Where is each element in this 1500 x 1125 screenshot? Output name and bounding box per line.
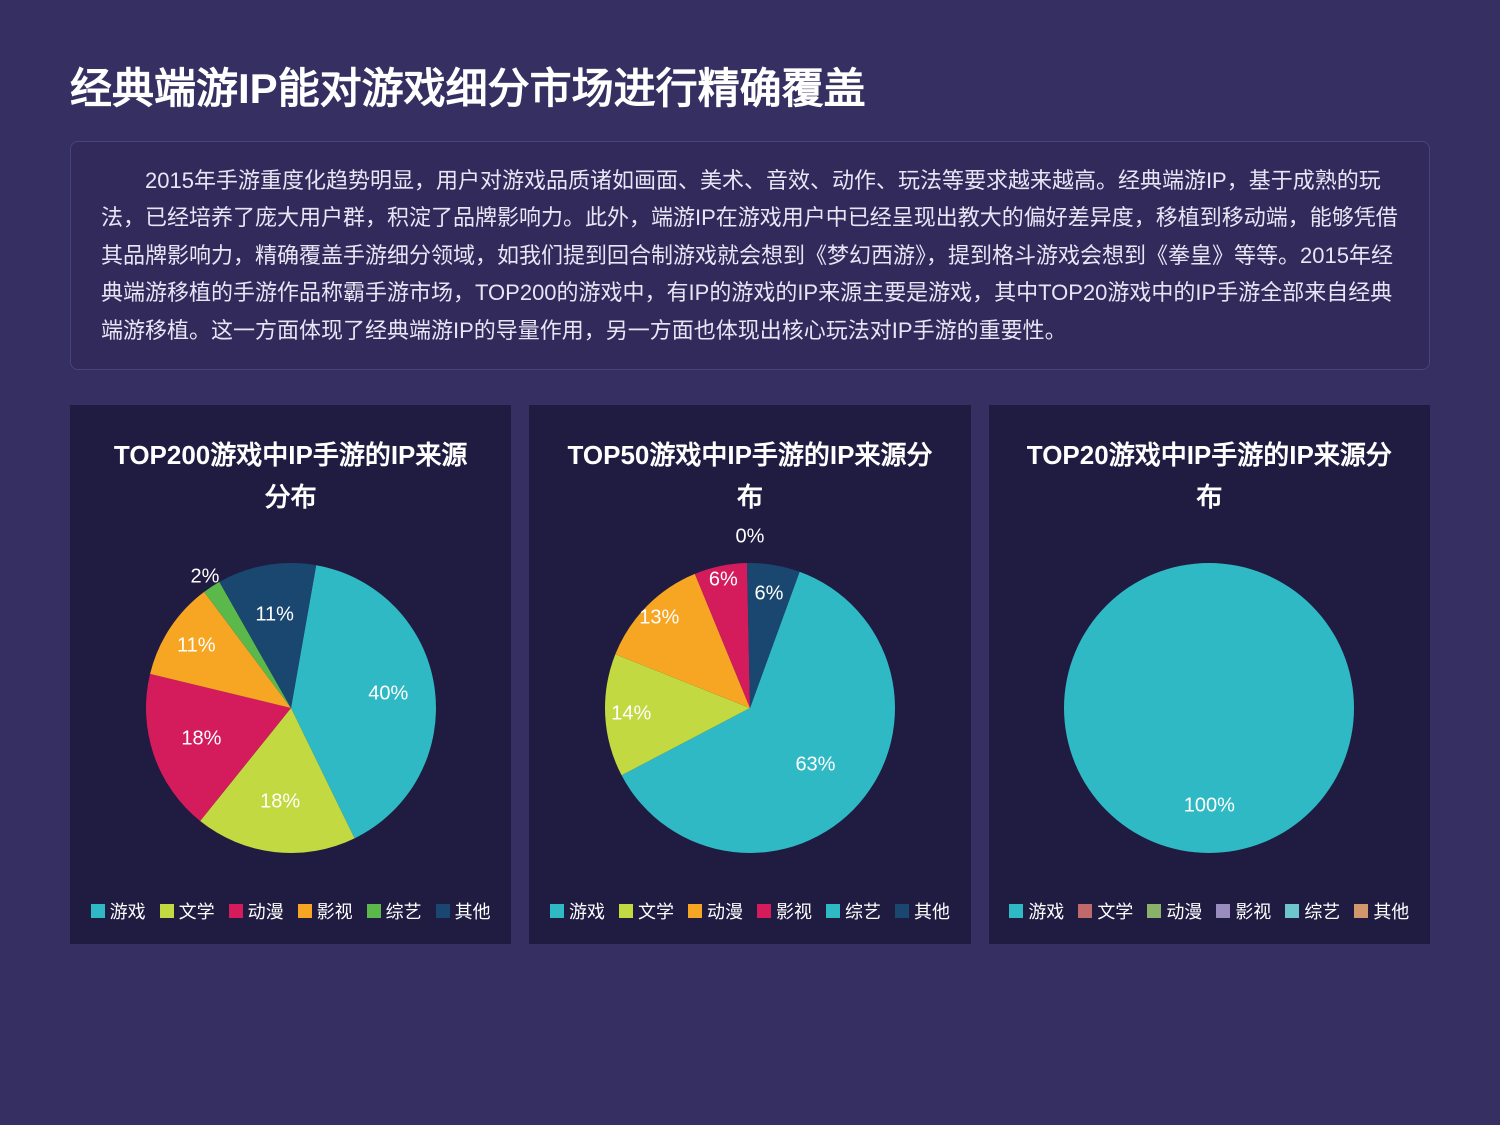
legend-swatch	[826, 904, 840, 918]
legend-item: 动漫	[688, 898, 743, 924]
legend-swatch	[91, 904, 105, 918]
legend-item: 游戏	[91, 898, 146, 924]
legend-label: 文学	[638, 898, 674, 924]
chart-title: TOP200游戏中IP手游的IP来源分布	[85, 435, 496, 518]
pie-slice-label: 6%	[755, 582, 784, 605]
description-box: 2015年手游重度化趋势明显，用户对游戏品质诸如画面、美术、音效、动作、玩法等要…	[70, 141, 1430, 370]
pie-slice-label: 40%	[368, 683, 408, 706]
legend-swatch	[1216, 904, 1230, 918]
legend-item: 综艺	[1285, 898, 1340, 924]
pie-slice-label: 100%	[1184, 795, 1235, 818]
legend-swatch	[1009, 904, 1023, 918]
legend-swatch	[1078, 904, 1092, 918]
legend-item: 其他	[895, 898, 950, 924]
legend-swatch	[550, 904, 564, 918]
legend-swatch	[688, 904, 702, 918]
pie-slice-label: 63%	[795, 754, 835, 777]
legend-swatch	[160, 904, 174, 918]
legend-item: 其他	[436, 898, 491, 924]
legend-label: 其他	[1373, 898, 1409, 924]
pie-slice-label: 18%	[181, 727, 221, 750]
chart-panel-0: TOP200游戏中IP手游的IP来源分布 40% 18% 18% 11% 2% 11% 游戏 文…	[70, 405, 511, 944]
legend-label: 游戏	[110, 898, 146, 924]
legend-item: 文学	[619, 898, 674, 924]
legend-swatch	[757, 904, 771, 918]
chart-legend: 游戏 文学 动漫 影视 综艺 其他	[550, 898, 950, 924]
pie-chart: 100%	[1044, 543, 1374, 873]
legend-item: 影视	[757, 898, 812, 924]
pie-slice-label: 11%	[177, 634, 216, 657]
legend-label: 综艺	[845, 898, 881, 924]
legend-label: 影视	[317, 898, 353, 924]
legend-item: 影视	[1216, 898, 1271, 924]
legend-label: 影视	[1235, 898, 1271, 924]
legend-label: 动漫	[1166, 898, 1202, 924]
legend-label: 其他	[455, 898, 491, 924]
legend-swatch	[367, 904, 381, 918]
legend-item: 动漫	[1147, 898, 1202, 924]
legend-swatch	[895, 904, 909, 918]
legend-item: 游戏	[550, 898, 605, 924]
legend-item: 综艺	[826, 898, 881, 924]
chart-legend: 游戏 文学 动漫 影视 综艺 其他	[91, 898, 491, 924]
pie-slice-label: 11%	[255, 604, 294, 627]
legend-item: 文学	[1078, 898, 1133, 924]
charts-row: TOP200游戏中IP手游的IP来源分布 40% 18% 18% 11% 2% 11% 游戏 文…	[0, 405, 1500, 944]
chart-panel-2: TOP20游戏中IP手游的IP来源分布 100% 游戏 文学 动漫 影视 综艺 其他	[989, 405, 1430, 944]
legend-label: 动漫	[248, 898, 284, 924]
legend-swatch	[298, 904, 312, 918]
legend-label: 综艺	[1304, 898, 1340, 924]
legend-swatch	[619, 904, 633, 918]
legend-item: 动漫	[229, 898, 284, 924]
legend-swatch	[229, 904, 243, 918]
legend-label: 其他	[914, 898, 950, 924]
legend-item: 游戏	[1009, 898, 1064, 924]
legend-item: 影视	[298, 898, 353, 924]
legend-label: 文学	[1097, 898, 1133, 924]
pie-chart: 63%14%13%6%0%6%	[585, 543, 915, 873]
chart-panel-1: TOP50游戏中IP手游的IP来源分布 63% 14% 13% 6% 0% 6% 游戏 文学 动漫…	[529, 405, 970, 944]
chart-title: TOP50游戏中IP手游的IP来源分布	[544, 435, 955, 518]
legend-swatch	[436, 904, 450, 918]
pie-slice-label: 14%	[611, 703, 651, 726]
legend-item: 综艺	[367, 898, 422, 924]
pie-slice-label: 18%	[260, 790, 300, 813]
pie-slice-label: 6%	[709, 569, 738, 592]
legend-swatch	[1147, 904, 1161, 918]
legend-label: 综艺	[386, 898, 422, 924]
legend-label: 游戏	[569, 898, 605, 924]
legend-item: 其他	[1354, 898, 1409, 924]
legend-swatch	[1354, 904, 1368, 918]
legend-label: 影视	[776, 898, 812, 924]
legend-label: 动漫	[707, 898, 743, 924]
legend-swatch	[1285, 904, 1299, 918]
chart-title: TOP20游戏中IP手游的IP来源分布	[1004, 435, 1415, 518]
pie-slice-label: 13%	[639, 607, 679, 630]
legend-label: 文学	[179, 898, 215, 924]
pie-slice-label: 2%	[190, 566, 219, 589]
pie-slice-label: 0%	[736, 526, 765, 549]
pie-chart: 40% 18% 18% 11% 2% 11%	[126, 543, 456, 873]
chart-legend: 游戏 文学 动漫 影视 综艺 其他	[1009, 898, 1409, 924]
legend-label: 游戏	[1028, 898, 1064, 924]
legend-item: 文学	[160, 898, 215, 924]
page-title: 经典端游IP能对游戏细分市场进行精确覆盖	[0, 0, 1500, 141]
